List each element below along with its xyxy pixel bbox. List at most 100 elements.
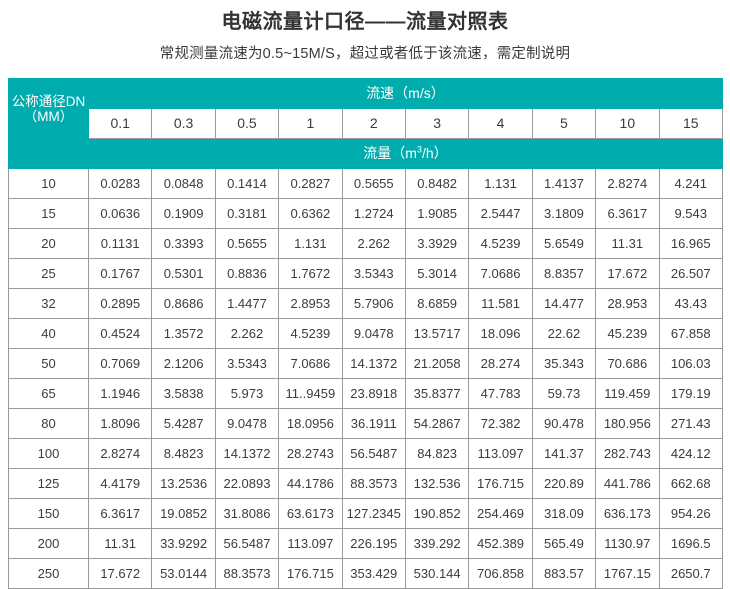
header-velocity-1: 1 [278,108,343,139]
cell-flow-dn15-v3: 1.9085 [404,198,470,229]
cell-flow-dn25-v0.5: 0.8836 [214,258,280,289]
table-row: 150 6.3617 19.0852 31.8086 63.6173 127.2345 19… [8,498,723,529]
header-velocity-0.5: 0.5 [214,108,280,139]
cell-flow-dn20-v4: 4.5239 [468,228,533,259]
cell-dn: 32 [8,288,89,319]
cell-flow-dn20-v10: 11.31 [595,228,660,259]
cell-flow-dn100-v0.1: 2.8274 [87,438,153,469]
cell-flow-dn80-v0.3: 5.4287 [151,408,216,439]
cell-flow-dn200-v10: 1130.97 [595,528,660,559]
flow-comparison-table-wrapper: 公称通径DN （MM） 流速（m/s） 0.1 0.3 0.5 1 2 3 4 5 10 15 流… [8,78,723,589]
cell-flow-dn200-v0.5: 56.5487 [214,528,280,559]
cell-flow-dn15-v4: 2.5447 [468,198,533,229]
cell-dn: 20 [8,228,89,259]
title-block: 电磁流量计口径——流量对照表 常规测量流速为0.5~15M/S，超过或者低于该流… [0,0,730,66]
cell-flow-dn10-v10: 2.8274 [595,168,660,199]
cell-flow-dn25-v10: 17.672 [595,258,660,289]
cell-flow-dn50-v1: 7.0686 [278,348,343,379]
cell-flow-dn40-v0.5: 2.262 [214,318,280,349]
table-head: 公称通径DN （MM） 流速（m/s） 0.1 0.3 0.5 1 2 3 4 5 10 15 流… [8,78,723,169]
cell-flow-dn15-v1: 0.6362 [278,198,343,229]
cell-flow-dn10-v0.5: 0.1414 [214,168,280,199]
header-dn-line1: 公称通径DN [11,93,86,109]
cell-flow-dn80-v10: 180.956 [595,408,660,439]
flow-label-suffix: ） [433,145,448,161]
cell-flow-dn25-v3: 5.3014 [404,258,470,289]
cell-flow-dn200-v5: 565.49 [531,528,597,559]
cell-flow-dn250-v10: 1767.15 [595,558,660,589]
table-row: 10 0.0283 0.0848 0.1414 0.2827 0.5655 0.8482 1.… [8,168,723,199]
cell-flow-dn150-v2: 127.2345 [341,498,406,529]
cell-flow-dn250-v0.1: 17.672 [87,558,153,589]
cell-flow-dn32-v2: 5.7906 [341,288,406,319]
cell-flow-dn100-v5: 141.37 [531,438,597,469]
cell-flow-dn125-v0.3: 13.2536 [151,468,216,499]
cell-flow-dn25-v1: 1.7672 [278,258,343,289]
cell-flow-dn150-v0.3: 19.0852 [151,498,216,529]
header-velocity-3: 3 [404,108,470,139]
cell-flow-dn15-v0.5: 0.3181 [214,198,280,229]
cell-flow-dn250-v3: 530.144 [404,558,470,589]
cell-flow-dn50-v0.3: 2.1206 [151,348,216,379]
cell-flow-dn100-v15: 424.12 [658,438,723,469]
cell-flow-dn40-v0.1: 0.4524 [87,318,153,349]
cell-flow-dn80-v15: 271.43 [658,408,723,439]
cell-flow-dn32-v5: 14.477 [531,288,597,319]
cell-dn: 125 [8,468,89,499]
cell-flow-dn125-v10: 441.786 [595,468,660,499]
cell-flow-dn65-v1: 11..9459 [278,378,343,409]
cell-flow-dn150-v1: 63.6173 [278,498,343,529]
cell-flow-dn40-v0.3: 1.3572 [151,318,216,349]
cell-flow-dn125-v15: 662.68 [658,468,723,499]
table-row: 200 11.31 33.9292 56.5487 113.097 226.195 339.… [8,528,723,559]
header-dn-line2: （MM） [23,108,74,124]
cell-flow-dn32-v0.3: 0.8686 [151,288,216,319]
cell-flow-dn20-v0.3: 0.3393 [151,228,216,259]
cell-flow-dn65-v0.3: 3.5838 [151,378,216,409]
cell-flow-dn15-v0.3: 0.1909 [151,198,216,229]
cell-flow-dn32-v0.1: 0.2895 [87,288,153,319]
cell-flow-dn25-v2: 3.5343 [341,258,406,289]
cell-flow-dn65-v0.5: 5.973 [214,378,280,409]
cell-flow-dn65-v4: 47.783 [468,378,533,409]
cell-flow-dn125-v0.1: 4.4179 [87,468,153,499]
cell-flow-dn25-v0.3: 0.5301 [151,258,216,289]
cell-flow-dn80-v4: 72.382 [468,408,533,439]
cell-flow-dn150-v3: 190.852 [404,498,470,529]
flow-label-unit-tail: /h [421,145,434,161]
cell-flow-dn10-v2: 0.5655 [341,168,406,199]
header-dn-spacer [8,138,89,169]
cell-flow-dn200-v0.1: 11.31 [87,528,153,559]
cell-flow-dn50-v0.1: 0.7069 [87,348,153,379]
cell-flow-dn32-v0.5: 1.4477 [214,288,280,319]
table-row: 25 0.1767 0.5301 0.8836 1.7672 3.5343 5.3014 7.… [8,258,723,289]
cell-flow-dn10-v0.1: 0.0283 [87,168,153,199]
header-flow-band: 流量（m3/h） [88,138,723,169]
cell-flow-dn20-v0.1: 0.1131 [87,228,153,259]
cell-flow-dn15-v2: 1.2724 [341,198,406,229]
page-subtitle: 常规测量流速为0.5~15M/S，超过或者低于该流速，需定制说明 [159,46,571,62]
flow-label-unit-sup: 3 [416,144,422,155]
table-row: 250 17.672 53.0144 88.3573 176.715 353.429 530… [8,558,723,589]
header-dn: 公称通径DN （MM） [8,78,89,139]
header-velocity-0.1: 0.1 [87,108,153,139]
cell-flow-dn50-v0.5: 3.5343 [214,348,280,379]
cell-dn: 250 [8,558,89,589]
cell-flow-dn100-v10: 282.743 [595,438,660,469]
table-row: 80 1.8096 5.4287 9.0478 18.0956 36.1911 54.286… [8,408,723,439]
cell-flow-dn100-v0.3: 8.4823 [151,438,216,469]
cell-flow-dn100-v1: 28.2743 [278,438,343,469]
cell-flow-dn65-v5: 59.73 [531,378,597,409]
table-row: 40 0.4524 1.3572 2.262 4.5239 9.0478 13.5717 18… [8,318,723,349]
cell-flow-dn50-v10: 70.686 [595,348,660,379]
cell-flow-dn250-v5: 883.57 [531,558,597,589]
cell-flow-dn250-v0.5: 88.3573 [214,558,280,589]
cell-dn: 10 [8,168,89,199]
cell-flow-dn20-v5: 5.6549 [531,228,597,259]
page-title: 电磁流量计口径——流量对照表 [221,11,509,33]
table-row: 65 1.1946 3.5838 5.973 11..9459 23.8918 35.837… [8,378,723,409]
cell-flow-dn125-v3: 132.536 [404,468,470,499]
cell-flow-dn250-v0.3: 53.0144 [151,558,216,589]
cell-flow-dn40-v1: 4.5239 [278,318,343,349]
cell-flow-dn10-v5: 1.4137 [531,168,597,199]
